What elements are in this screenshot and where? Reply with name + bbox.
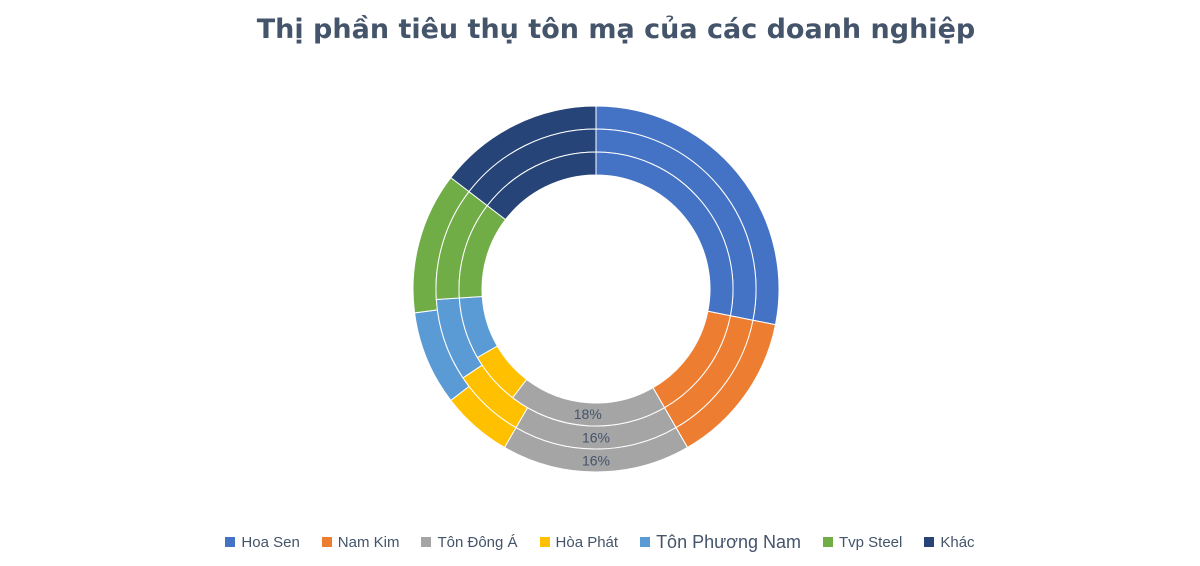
data-label: 16% [582,430,610,446]
legend-label: Nam Kim [337,533,400,551]
legend-swatch [321,537,332,547]
legend-swatch [640,537,651,547]
legend-label: Tôn Phương Nam [656,531,801,552]
legend-item: Tvp Steel [822,533,903,551]
legend-item: Tôn Đông Á [421,533,518,551]
legend-item: Khác [924,533,975,551]
legend-label: Tvp Steel [838,533,903,551]
legend-swatch [822,537,833,547]
legend-label: Khác [940,533,975,551]
legend-item: Hoa Sen [225,533,300,551]
data-label: 18% [574,406,602,422]
legend-swatch [421,537,432,547]
legend-label: Tôn Đông Á [437,533,518,551]
data-label: 16% [582,453,610,469]
legend-swatch [539,537,550,547]
legend-label: Hòa Phát [555,533,619,551]
ring-series-2: 16% [435,128,757,450]
slice-khác [486,151,597,221]
legend-label: Hoa Sen [241,533,300,551]
legend-swatch [225,537,236,547]
chart-title: Thị phần tiêu thụ tôn mạ của các doanh n… [256,14,976,45]
chart-legend: Hoa Sen Nam Kim Tôn Đông Á Hòa Phát Tôn Phươ… [0,530,1200,554]
legend-item: Nam Kim [321,533,400,551]
ring-series-3: 18% [458,151,734,427]
legend-item: Hòa Phát [539,533,619,551]
legend-item: Tôn Phương Nam [640,532,801,553]
legend-swatch [924,537,935,547]
